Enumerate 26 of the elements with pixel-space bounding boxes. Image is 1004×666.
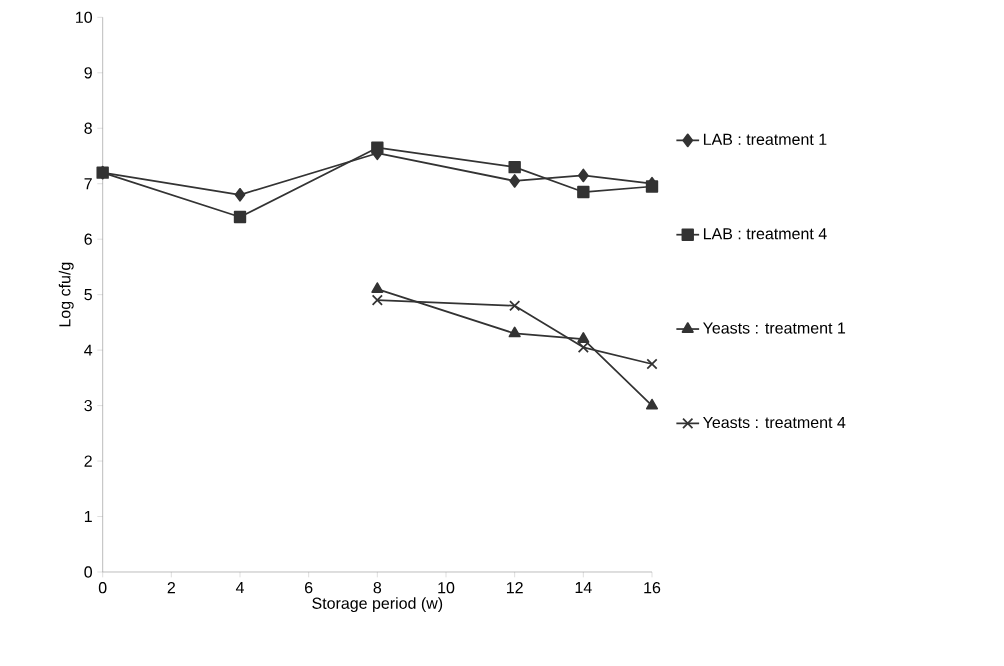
y-tick-label: 0: [84, 566, 93, 578]
y-axis-title: Log cfu/g: [58, 262, 74, 327]
legend-label: LAB : treatment 1: [703, 133, 827, 146]
x-tick-label: 10: [438, 582, 455, 594]
x-tick-label: 8: [373, 582, 382, 594]
x-tick-label: 16: [644, 582, 661, 594]
y-tick-label: 6: [84, 233, 92, 245]
y-tick-label: 2: [84, 455, 92, 467]
x-tick-label: 2: [167, 582, 175, 594]
x-tick-label: 12: [506, 582, 523, 594]
y-tick-label: 3: [84, 399, 92, 412]
y-tick-label: 7: [84, 178, 92, 190]
legend-label: Yeasts : treatment 4: [703, 416, 846, 429]
y-tick-label: 8: [84, 122, 92, 134]
y-tick-label: 5: [84, 289, 92, 301]
y-tick-label: 9: [84, 67, 92, 79]
legend-label: Yeasts : treatment 1: [703, 322, 846, 334]
x-tick-label: 6: [305, 582, 313, 594]
y-tick-label: 10: [76, 11, 93, 23]
x-axis-title: Storage period (w): [312, 597, 443, 613]
y-tick-label: 4: [84, 344, 93, 356]
legend-label: LAB : treatment 4: [703, 228, 827, 240]
x-tick-label: 4: [235, 582, 244, 594]
x-tick-label: 0: [98, 582, 107, 594]
y-tick-label: 1: [84, 511, 92, 523]
x-tick-label: 14: [575, 582, 592, 594]
